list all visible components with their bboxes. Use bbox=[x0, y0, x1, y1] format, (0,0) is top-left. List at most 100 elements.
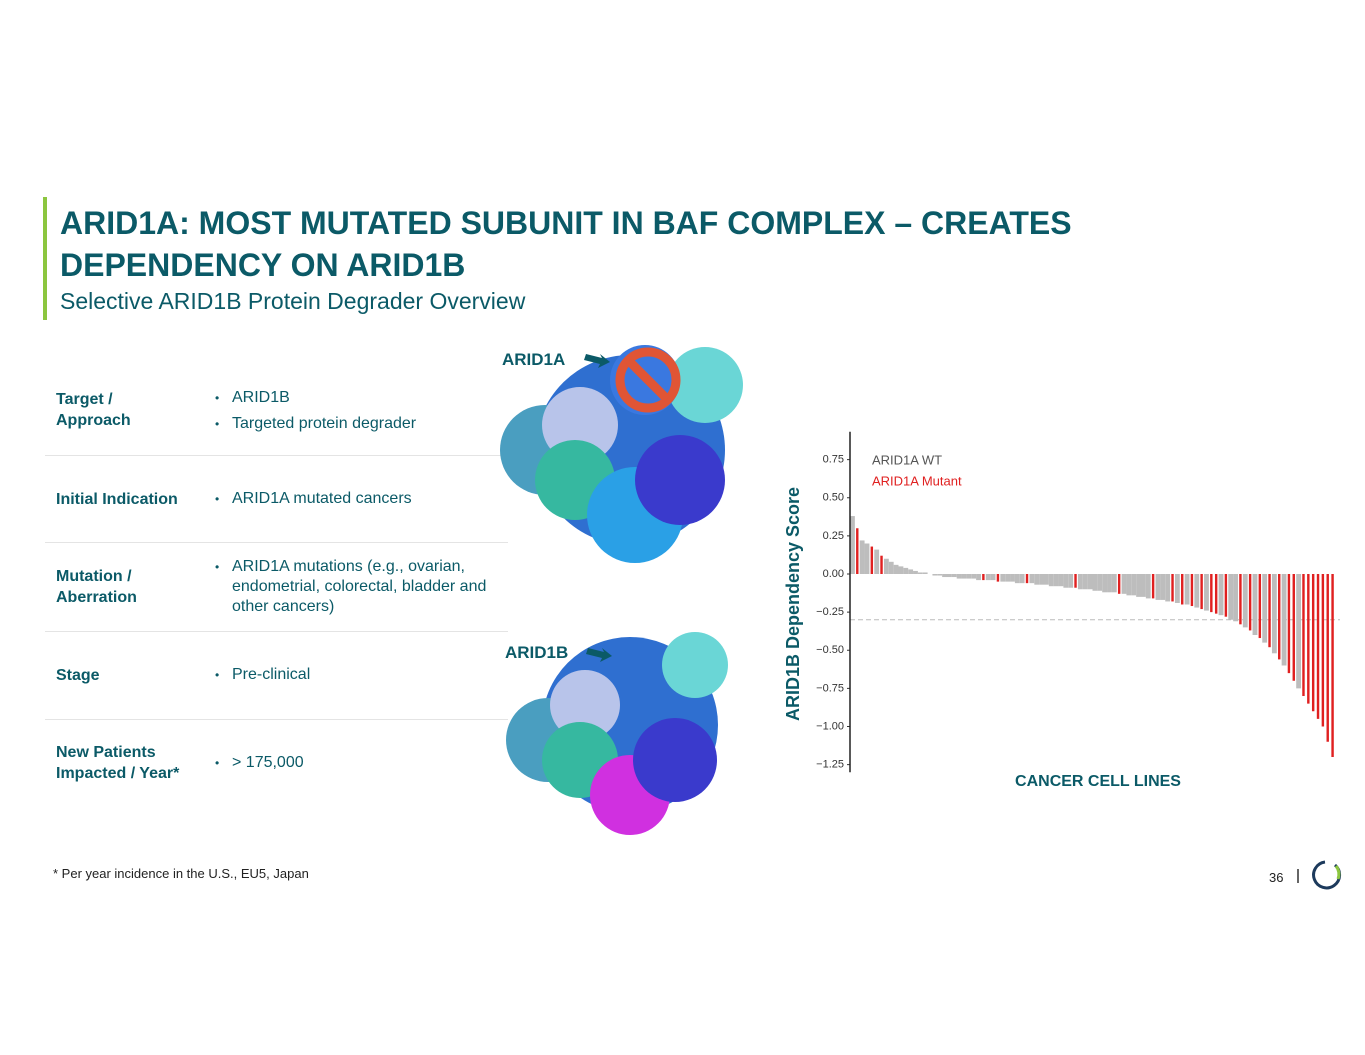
bar bbox=[1321, 574, 1325, 727]
bar bbox=[1194, 574, 1200, 608]
bar bbox=[1278, 574, 1281, 660]
bar bbox=[1155, 574, 1161, 600]
arrow bbox=[586, 648, 612, 662]
bar bbox=[1087, 574, 1093, 590]
row-label: New Patients Impacted / Year* bbox=[56, 742, 179, 784]
bar bbox=[1302, 574, 1305, 696]
bar bbox=[1252, 574, 1258, 635]
bar bbox=[1262, 574, 1268, 643]
logo bbox=[1297, 860, 1342, 890]
bar bbox=[932, 574, 938, 576]
bar bbox=[1121, 574, 1127, 594]
bar bbox=[1151, 574, 1155, 599]
bullet: • bbox=[215, 560, 220, 574]
bar bbox=[1136, 574, 1141, 597]
row-item: ARID1A mutated cancers bbox=[232, 490, 412, 507]
bar bbox=[1074, 574, 1077, 588]
bar bbox=[908, 569, 914, 574]
bar bbox=[1190, 574, 1194, 607]
bar bbox=[1316, 574, 1320, 719]
bar bbox=[1117, 574, 1121, 594]
bar bbox=[1034, 574, 1040, 585]
bar bbox=[903, 567, 909, 574]
bar bbox=[1248, 574, 1252, 631]
bar bbox=[1025, 574, 1029, 584]
bar bbox=[961, 574, 967, 579]
row-item: ARID1A mutations (e.g., ovarian, endomet… bbox=[232, 558, 487, 615]
bar bbox=[947, 574, 952, 578]
bar bbox=[1029, 574, 1035, 584]
y-tick-label: −1.25 bbox=[816, 759, 844, 771]
bar bbox=[1019, 574, 1025, 584]
bar bbox=[982, 574, 985, 581]
row-label-line: Initial Indication bbox=[56, 490, 178, 508]
bar bbox=[1296, 574, 1302, 689]
bar bbox=[971, 574, 977, 579]
row-separator bbox=[45, 455, 508, 456]
bar bbox=[913, 570, 918, 574]
bullet: • bbox=[215, 391, 220, 405]
bar bbox=[1048, 574, 1054, 587]
bar bbox=[1131, 574, 1137, 596]
bar bbox=[1102, 574, 1108, 593]
bar bbox=[1258, 574, 1262, 639]
bullet: • bbox=[215, 492, 220, 506]
row-label: Initial Indication bbox=[56, 489, 178, 510]
y-tick-label: −1.00 bbox=[816, 720, 844, 732]
bar bbox=[1044, 574, 1049, 585]
bar bbox=[937, 574, 943, 576]
bar bbox=[1233, 574, 1238, 622]
bar bbox=[1242, 574, 1248, 628]
bar bbox=[1097, 574, 1103, 591]
bar bbox=[1287, 574, 1291, 674]
bar bbox=[976, 574, 981, 581]
bar bbox=[917, 572, 923, 574]
bullet: • bbox=[215, 756, 220, 770]
bar bbox=[1239, 574, 1242, 625]
bar bbox=[864, 543, 870, 574]
protein-arid1a bbox=[500, 345, 743, 563]
bar bbox=[1126, 574, 1132, 596]
bar bbox=[1039, 574, 1044, 585]
row-separator bbox=[45, 631, 508, 632]
bar bbox=[1005, 574, 1011, 582]
row-label-line: New Patients bbox=[56, 744, 156, 761]
legend-entry: ARID1A WT bbox=[872, 452, 942, 467]
bar bbox=[1228, 574, 1234, 620]
bar bbox=[1063, 574, 1069, 588]
bar bbox=[1326, 574, 1329, 742]
bar bbox=[1307, 574, 1310, 704]
arrow bbox=[584, 354, 610, 368]
bar bbox=[922, 572, 928, 574]
bar bbox=[1311, 574, 1315, 712]
row-separator bbox=[45, 719, 508, 720]
y-tick-label: −0.25 bbox=[816, 606, 844, 618]
bar bbox=[1271, 574, 1277, 654]
row-item: Pre-clinical bbox=[232, 666, 311, 683]
bar bbox=[1145, 574, 1151, 599]
row-label-line: Stage bbox=[56, 666, 100, 684]
row-item: ARID1B bbox=[232, 389, 290, 406]
bar bbox=[888, 561, 894, 574]
bar bbox=[1181, 574, 1184, 605]
x-axis-label: CANCER CELL LINES bbox=[1015, 773, 1181, 790]
bar bbox=[1058, 574, 1064, 587]
row-label: Target / Approach bbox=[56, 389, 131, 431]
bar bbox=[1160, 574, 1166, 600]
y-tick-label: 0.00 bbox=[823, 568, 844, 580]
legend-entry: ARID1A Mutant bbox=[872, 473, 962, 488]
row-label-line: Target / bbox=[56, 391, 113, 408]
bar bbox=[1010, 574, 1015, 582]
protein-figure: ARID1A ARID1B bbox=[500, 345, 743, 835]
bar bbox=[990, 574, 996, 581]
bar bbox=[1331, 574, 1334, 757]
bar bbox=[1171, 574, 1174, 602]
row-label: Stage bbox=[56, 665, 100, 686]
bar bbox=[1214, 574, 1218, 614]
bar bbox=[1053, 574, 1059, 587]
bar bbox=[1000, 574, 1006, 582]
protein-arid1b bbox=[506, 632, 728, 835]
bar bbox=[1210, 574, 1213, 613]
y-tick-label: 0.25 bbox=[823, 530, 844, 542]
